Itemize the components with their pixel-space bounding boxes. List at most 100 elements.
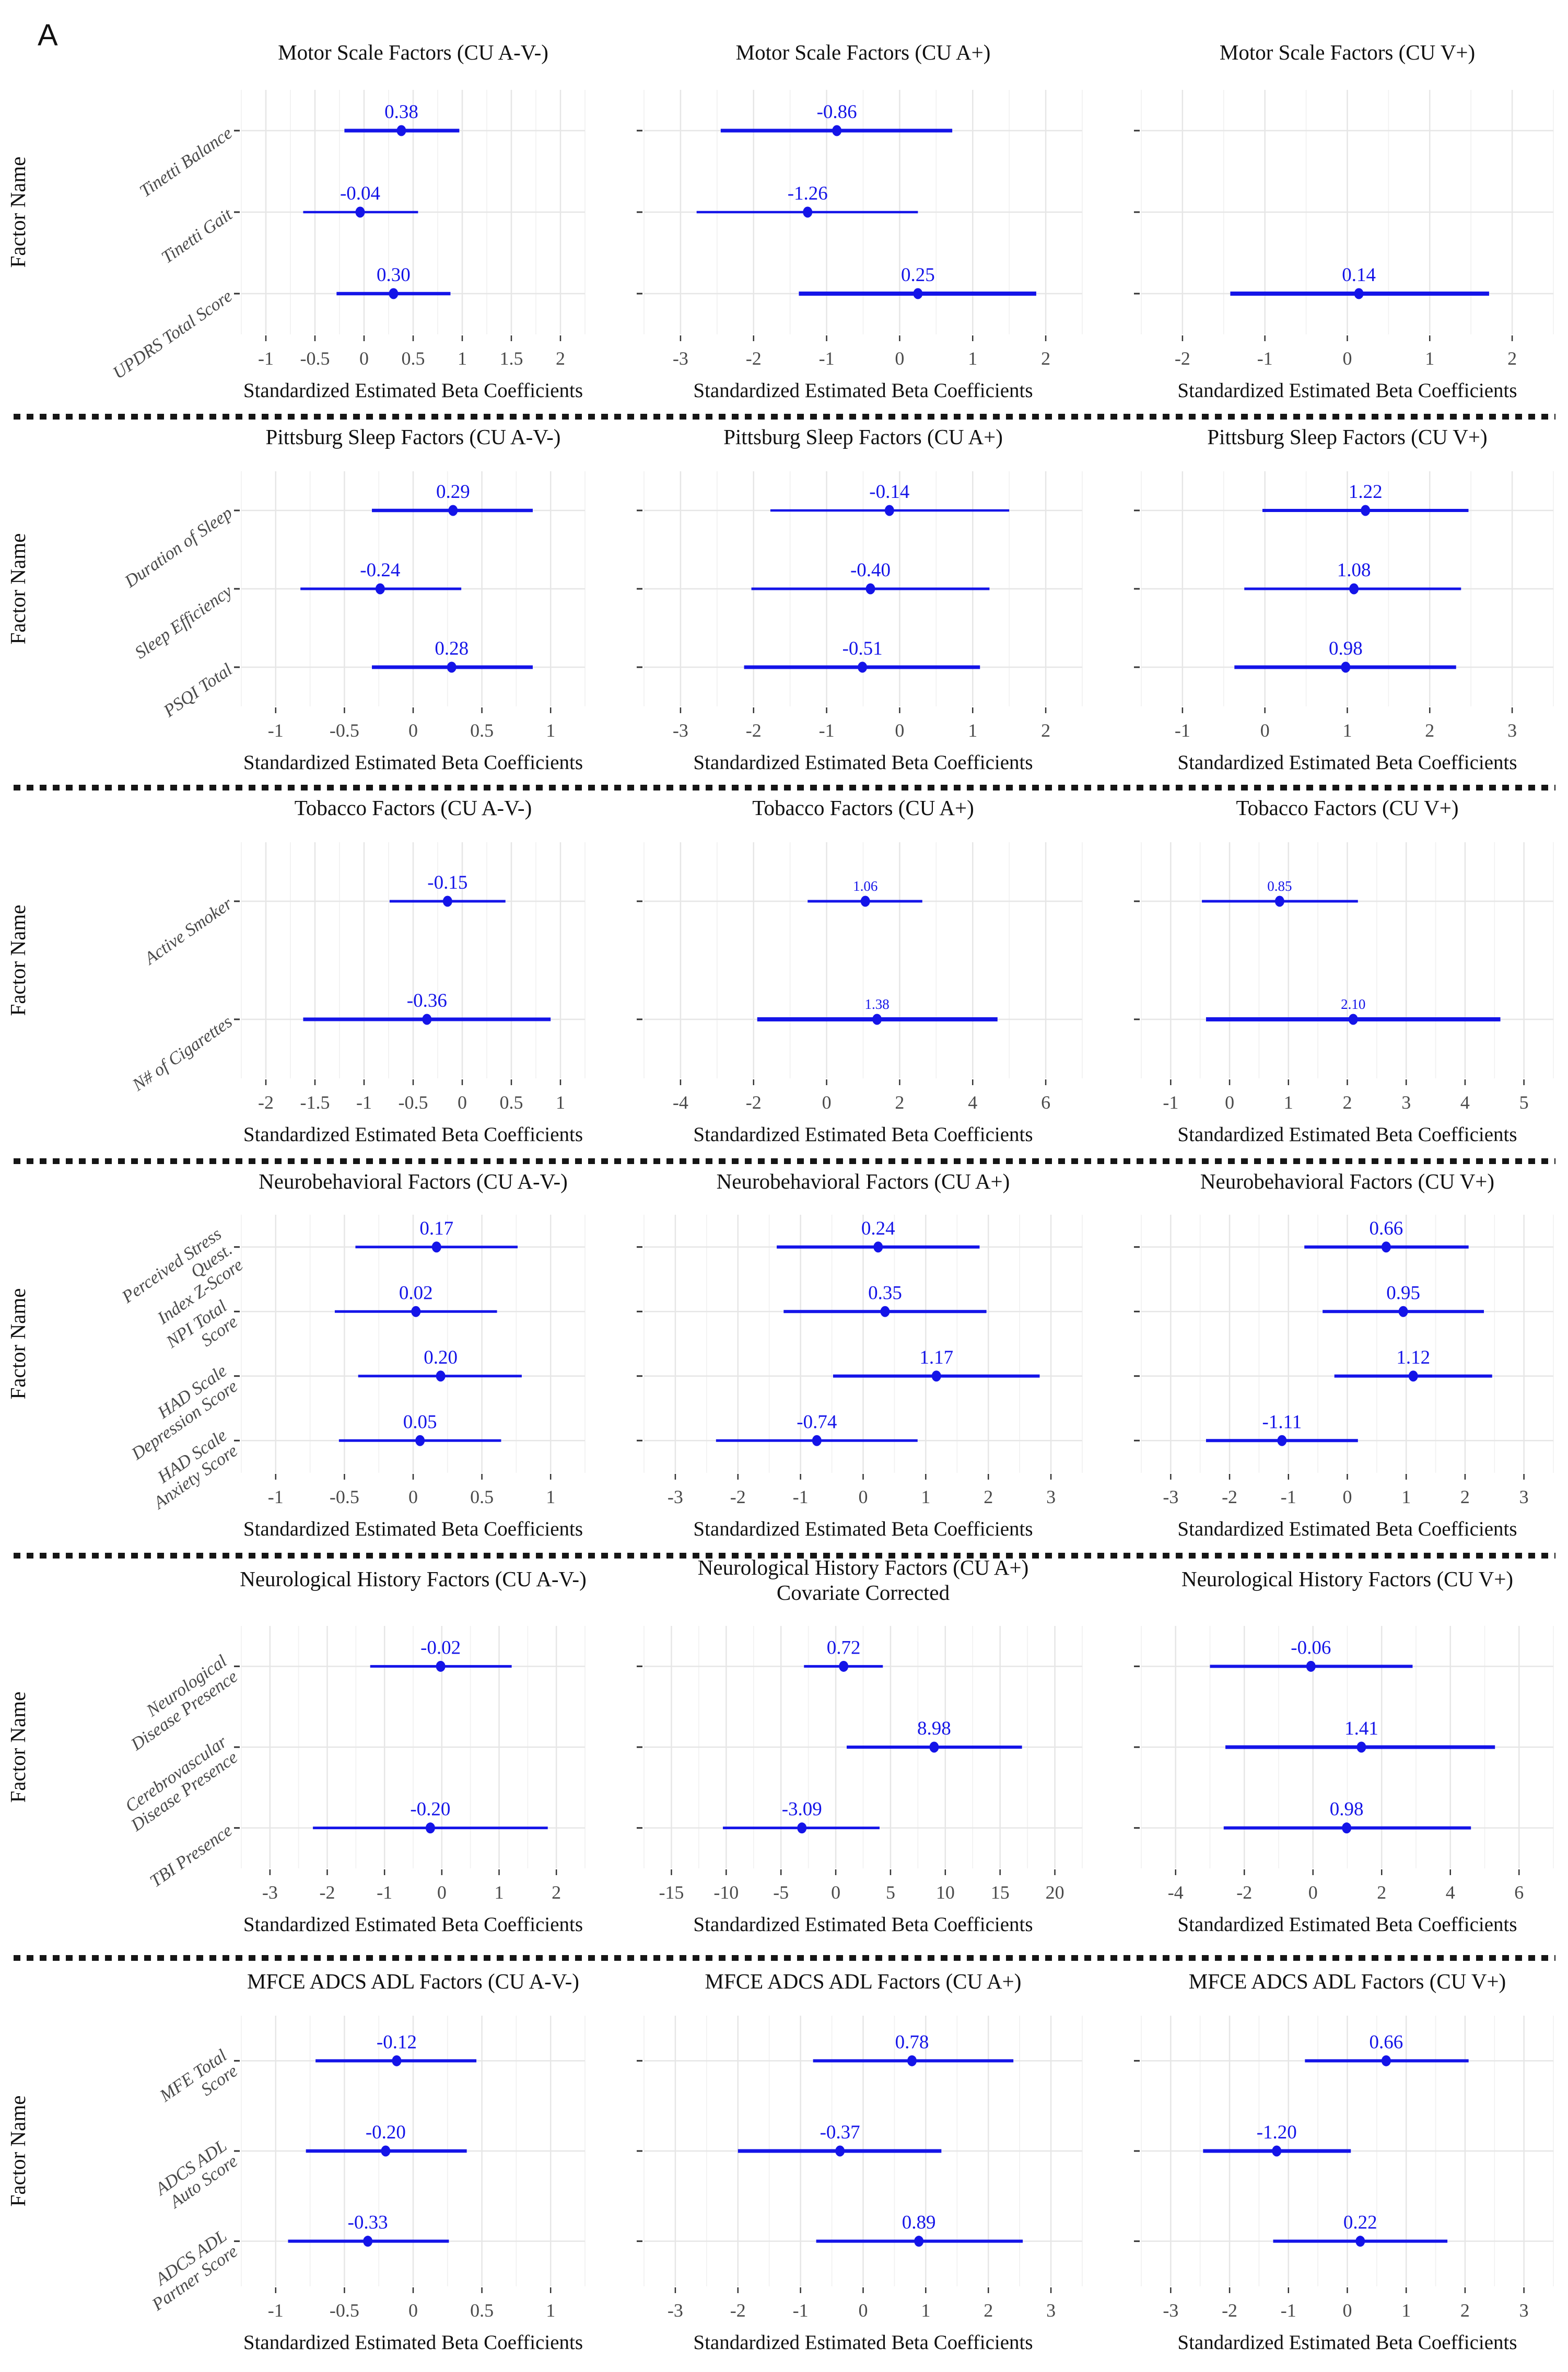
x-tick-label: 2	[556, 348, 565, 369]
x-tick-label: -2	[746, 348, 762, 369]
point-estimate	[873, 1241, 883, 1253]
point-estimate	[389, 288, 399, 299]
point-estimate	[1341, 661, 1351, 673]
point-estimate	[884, 505, 894, 516]
value-label: 0.24	[861, 1218, 895, 1239]
point-estimate	[1355, 2236, 1365, 2247]
x-tick-label: 0.5	[402, 348, 425, 369]
point-estimate	[431, 1241, 441, 1253]
x-tick-label: -3	[673, 348, 688, 369]
x-tick-label: 0	[1225, 1092, 1234, 1113]
point-estimate	[839, 1660, 849, 1672]
panel-3-2: -4 -2 0 2 4 6 Tobacco Factors (CU A+) Standardi…	[637, 796, 1083, 1146]
x-tick-label: -1	[819, 348, 835, 369]
x-tick-label: 10	[936, 1882, 955, 1903]
panel-title: MFCE ADCS ADL Factors (CU A+)	[705, 1969, 1022, 1993]
plot-row-3: Factor Name -2 -1.5 -1 -0.5 0 0.5 1 Active Smoke…	[6, 796, 1554, 1146]
x-tick-label: 2	[1460, 2300, 1470, 2321]
point-estimate	[1381, 2055, 1391, 2066]
x-tick-label: -2	[730, 2300, 746, 2321]
x-tick-label: 0	[1343, 348, 1352, 369]
x-tick-label: 1	[546, 2300, 555, 2321]
x-tick-label: 0	[895, 720, 904, 741]
value-label: -0.20	[410, 1799, 450, 1820]
y-axis-label: Factor Name	[6, 905, 30, 1016]
x-tick-label: 1	[968, 348, 977, 369]
panel-title: Tobacco Factors (CU A-V-)	[295, 796, 532, 820]
x-tick-label: 1	[458, 348, 467, 369]
x-tick-label: -3	[1163, 2300, 1178, 2321]
panel-4-2: -3 -2 -1 0 1 2 3 Neurobehavioral Factors (CU A+…	[637, 1169, 1083, 1540]
row-separator	[14, 414, 1555, 420]
factor-label: Tinetti Balance	[136, 123, 236, 201]
value-label: -0.20	[366, 2122, 406, 2143]
x-tick-label: -4	[1168, 1882, 1184, 1903]
x-tick-label: 0	[1343, 2300, 1352, 2321]
point-estimate	[812, 1435, 822, 1446]
x-tick-label: 3	[1507, 720, 1517, 741]
point-estimate	[436, 1370, 446, 1382]
x-tick-label: -3	[1163, 1486, 1178, 1507]
panel-title: Pittsburg Sleep Factors (CU V+)	[1207, 425, 1487, 449]
panel-1-3: -2 -1 0 1 2 Motor Scale Factors (CU V+) Standa…	[1134, 40, 1554, 402]
x-tick-label: 3	[1519, 1486, 1529, 1507]
value-label: 0.05	[403, 1411, 437, 1433]
x-tick-label: 2	[1507, 348, 1517, 369]
factor-label: PSQI Total	[160, 660, 236, 721]
point-estimate	[436, 1660, 446, 1672]
value-label: -0.24	[360, 560, 400, 581]
x-axis-label: Standardized Estimated Beta Coefficients	[1177, 1518, 1517, 1540]
point-estimate	[858, 661, 868, 673]
x-tick-label: -2	[1175, 348, 1190, 369]
value-label: 0.28	[435, 638, 469, 659]
panel-title: Tobacco Factors (CU A+)	[752, 796, 974, 820]
x-tick-label: -1	[377, 1882, 392, 1903]
value-label: 0.22	[1343, 2212, 1377, 2234]
x-tick-label: -1	[793, 1486, 809, 1507]
point-estimate	[913, 288, 923, 299]
factor-label: ADCS ADLAuto Score	[151, 2136, 241, 2215]
x-axis-label: Standardized Estimated Beta Coefficients	[693, 1913, 1033, 1936]
value-label: 0.98	[1329, 638, 1363, 659]
x-tick-label: 0	[822, 1092, 832, 1113]
point-estimate	[865, 583, 875, 595]
x-tick-label: 0.5	[470, 2300, 494, 2321]
x-axis-label: Standardized Estimated Beta Coefficients	[243, 379, 583, 402]
x-tick-label: 0	[859, 1486, 868, 1507]
value-label: -0.51	[842, 638, 883, 659]
x-tick-label: 0	[408, 2300, 418, 2321]
x-tick-label: -0.5	[399, 1092, 428, 1113]
y-axis-label: Factor Name	[6, 2096, 30, 2207]
row-separator	[14, 785, 1555, 790]
x-axis-label: Standardized Estimated Beta Coefficients	[1177, 1123, 1517, 1146]
panel-title: Neurobehavioral Factors (CU A+)	[717, 1169, 1010, 1193]
x-tick-label: -1	[793, 2300, 809, 2321]
value-label: -0.04	[340, 183, 380, 204]
x-tick-label: 2	[1377, 1882, 1386, 1903]
x-tick-label: 0	[1343, 1486, 1352, 1507]
figure-panel-label: A	[38, 18, 58, 52]
x-tick-label: 1	[1401, 1486, 1411, 1507]
x-axis-label: Standardized Estimated Beta Coefficients	[243, 1913, 583, 1936]
y-axis-label: Factor Name	[6, 1692, 30, 1803]
x-tick-label: -2	[746, 720, 762, 741]
x-tick-label: -1	[268, 720, 284, 741]
x-tick-label: -2	[258, 1092, 274, 1113]
x-tick-label: 0	[895, 348, 904, 369]
x-tick-label: -10	[713, 1882, 739, 1903]
x-axis-label: Standardized Estimated Beta Coefficients	[243, 2331, 583, 2354]
point-estimate	[448, 505, 458, 516]
x-tick-label: 0.5	[470, 720, 494, 741]
point-estimate	[880, 1306, 890, 1317]
point-estimate	[355, 206, 365, 218]
point-estimate	[1349, 583, 1359, 595]
value-label: 0.25	[901, 264, 935, 286]
value-label: -0.36	[407, 990, 447, 1011]
y-axis-label: Factor Name	[6, 533, 30, 645]
point-estimate	[907, 2055, 917, 2066]
x-tick-label: -1	[356, 1092, 372, 1113]
point-estimate	[442, 896, 452, 907]
x-axis-label: Standardized Estimated Beta Coefficients	[243, 1123, 583, 1146]
